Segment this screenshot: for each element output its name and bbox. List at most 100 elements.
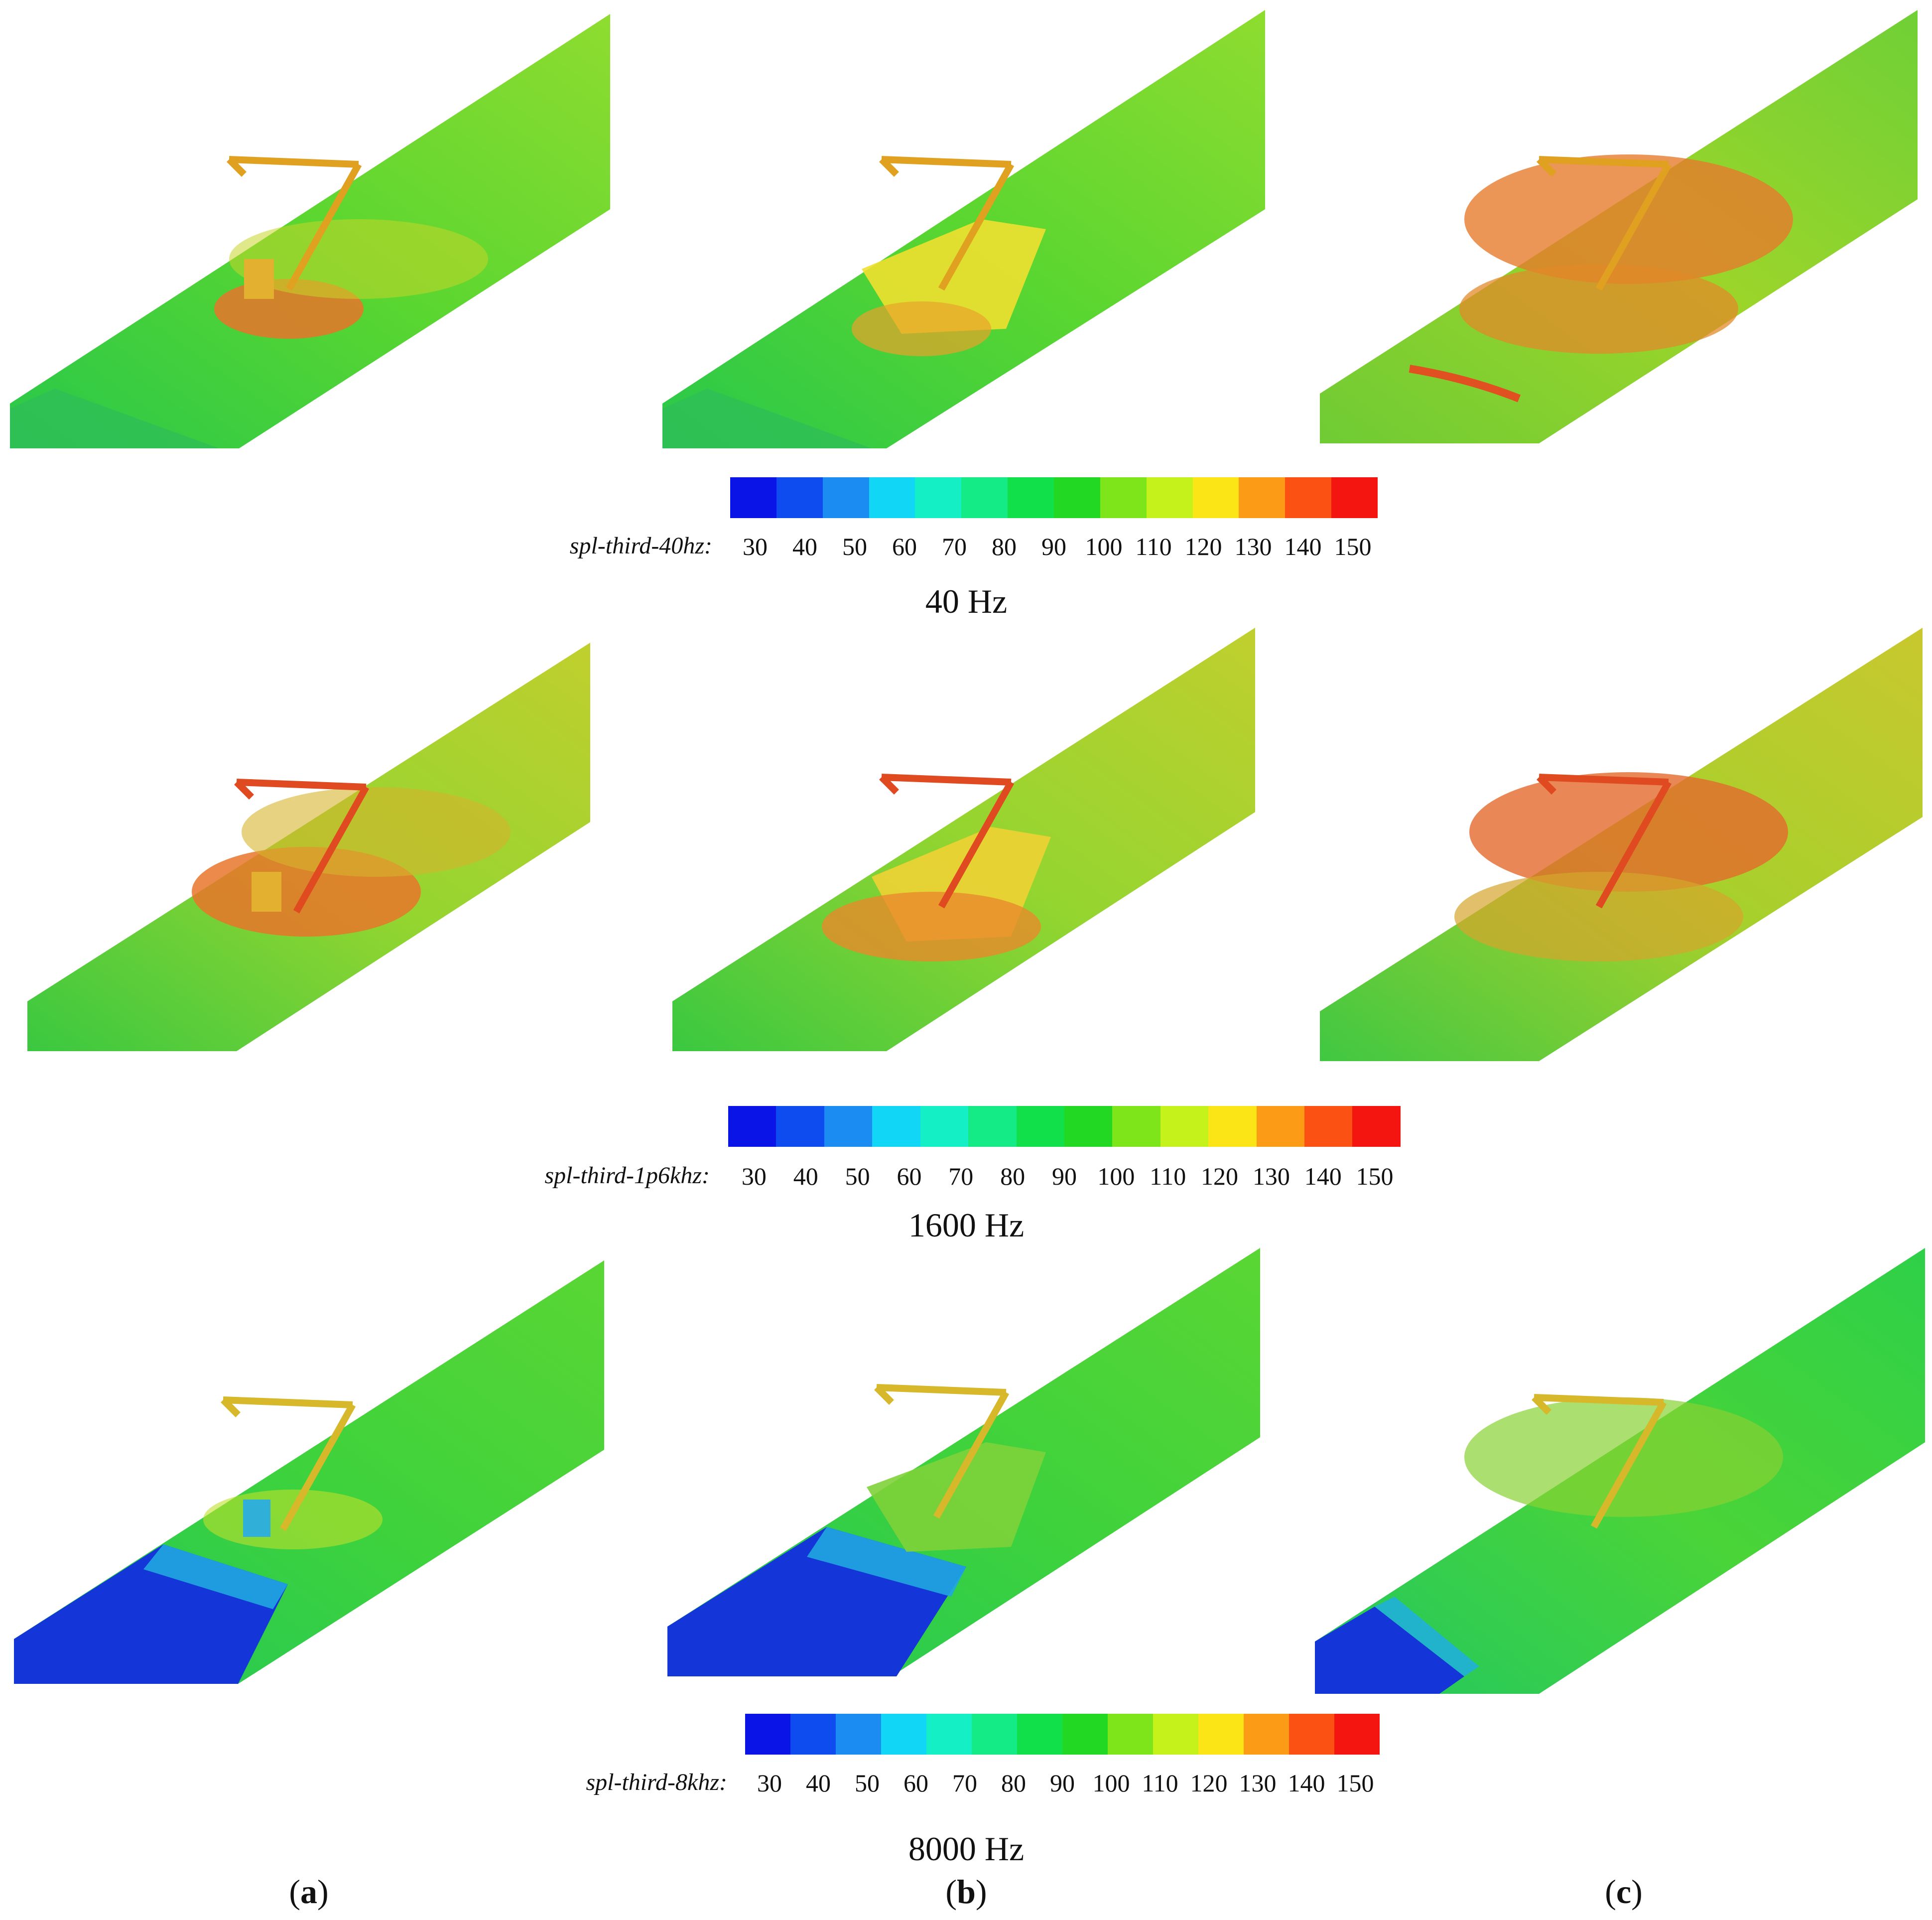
- colorbar-swatch: [1239, 477, 1286, 518]
- tick-label: 60: [892, 533, 917, 560]
- tick-label: 150: [1336, 1769, 1374, 1797]
- tick-label: 140: [1284, 533, 1322, 560]
- tick-label: 140: [1304, 1162, 1342, 1190]
- tick-label: 70: [948, 1162, 974, 1190]
- subfigure-label-a: (a): [289, 1873, 329, 1911]
- frequency-label-40hz: 40 Hz: [925, 582, 1008, 620]
- colorbar-swatch: [728, 1106, 776, 1147]
- colorbar-ticks: 30 40 50 60 70 80 90 100 110 120 130 140…: [730, 532, 1378, 561]
- colorbar-swatch: [776, 477, 823, 518]
- panel-8000hz-b: [667, 1248, 1265, 1681]
- tick-label: 120: [1201, 1162, 1239, 1190]
- colorbar-8000hz: [745, 1714, 1380, 1755]
- colorbar-swatch: [1244, 1714, 1289, 1755]
- tick-label: 120: [1190, 1769, 1228, 1797]
- colorbar-variable-label: spl-third-40hz:: [569, 533, 712, 559]
- colorbar-swatch: [836, 1714, 881, 1755]
- tick-label: 50: [845, 1162, 870, 1190]
- tick-label: 30: [743, 533, 768, 560]
- tick-label: 50: [842, 533, 867, 560]
- tick-label: 30: [741, 1162, 767, 1190]
- tick-label: 140: [1288, 1769, 1325, 1797]
- colorbar-swatch: [920, 1106, 969, 1147]
- tick-label: 60: [897, 1162, 922, 1190]
- colorbar-swatch: [1146, 477, 1193, 518]
- colorbar-swatch: [968, 1106, 1017, 1147]
- tick-label: 130: [1239, 1769, 1277, 1797]
- colorbar-swatch: [872, 1106, 920, 1147]
- tick-label: 100: [1097, 1162, 1135, 1190]
- tick-label: 90: [1051, 1162, 1077, 1190]
- tick-label: 90: [1041, 533, 1066, 560]
- colorbar-swatch: [1112, 1106, 1160, 1147]
- colorbar-swatch: [926, 1714, 972, 1755]
- colorbar-swatch: [1108, 1714, 1153, 1755]
- colorbar-swatch: [1054, 477, 1100, 518]
- colorbar-swatch: [822, 477, 869, 518]
- colorbar-swatch: [1153, 1714, 1198, 1755]
- colorbar-ticks: 30 40 50 60 70 80 90 100 110 120 130 140…: [728, 1162, 1401, 1191]
- subfigure-label-b: (b): [945, 1873, 987, 1911]
- colorbar-swatch: [1304, 1106, 1353, 1147]
- tick-label: 50: [855, 1769, 880, 1797]
- tick-label: 100: [1085, 533, 1123, 560]
- colorbar-swatch: [1256, 1106, 1305, 1147]
- colorbar-swatch: [1062, 1714, 1108, 1755]
- colorbar-swatch: [869, 477, 915, 518]
- colorbar-ticks: 30 40 50 60 70 80 90 100 110 120 130 140…: [745, 1769, 1380, 1797]
- colorbar-swatch: [745, 1714, 790, 1755]
- colorbar-1600hz: [728, 1106, 1401, 1147]
- colorbar-40hz: [730, 477, 1378, 518]
- panel-8000hz-a: [14, 1260, 607, 1689]
- tick-label: 40: [792, 533, 817, 560]
- panel-1600hz-a: [27, 643, 600, 1056]
- tick-label: 90: [1050, 1769, 1075, 1797]
- colorbar-swatch: [776, 1106, 824, 1147]
- colorbar-swatch: [915, 477, 962, 518]
- tick-label: 80: [992, 533, 1017, 560]
- colorbar-variable-label: spl-third-1p6khz:: [544, 1162, 710, 1189]
- frequency-label-1600hz: 1600 Hz: [908, 1206, 1025, 1244]
- tick-label: 110: [1135, 533, 1172, 560]
- tick-label: 110: [1142, 1769, 1178, 1797]
- colorbar-variable-label: spl-third-8khz:: [586, 1769, 727, 1795]
- tick-label: 60: [903, 1769, 928, 1797]
- tick-label: 110: [1150, 1162, 1186, 1190]
- colorbar-swatch: [1331, 477, 1378, 518]
- colorbar-swatch: [1016, 1106, 1064, 1147]
- tick-label: 150: [1356, 1162, 1394, 1190]
- colorbar-swatch: [1352, 1106, 1401, 1147]
- tick-label: 130: [1252, 1162, 1290, 1190]
- subfigure-label-c: (c): [1605, 1873, 1643, 1911]
- colorbar-swatch: [1008, 477, 1054, 518]
- colorbar-swatch: [730, 477, 776, 518]
- colorbar-swatch: [1100, 477, 1147, 518]
- colorbar-swatch: [1160, 1106, 1209, 1147]
- frequency-label-8000hz: 8000 Hz: [908, 1830, 1025, 1868]
- panel-1600hz-b: [672, 628, 1260, 1056]
- colorbar-swatch: [824, 1106, 873, 1147]
- panel-40hz-b: [662, 10, 1280, 453]
- colorbar-swatch: [790, 1714, 836, 1755]
- tick-label: 120: [1184, 533, 1222, 560]
- panel-8000hz-c: [1315, 1248, 1928, 1696]
- colorbar-swatch: [1208, 1106, 1257, 1147]
- panel-40hz-a: [10, 10, 628, 453]
- panel-1600hz-c: [1320, 628, 1928, 1066]
- colorbar-swatch: [1198, 1714, 1244, 1755]
- tick-label: 150: [1334, 533, 1372, 560]
- panel-40hz-c: [1320, 10, 1928, 448]
- tick-label: 70: [942, 533, 967, 560]
- colorbar-swatch: [1064, 1106, 1113, 1147]
- colorbar-swatch: [1289, 1714, 1334, 1755]
- tick-label: 70: [952, 1769, 977, 1797]
- tick-label: 100: [1092, 1769, 1130, 1797]
- tick-label: 80: [1001, 1769, 1026, 1797]
- tick-label: 30: [757, 1769, 782, 1797]
- tick-label: 80: [1000, 1162, 1026, 1190]
- colorbar-swatch: [961, 477, 1008, 518]
- tick-label: 130: [1234, 533, 1272, 560]
- tick-label: 40: [806, 1769, 831, 1797]
- colorbar-swatch: [1334, 1714, 1380, 1755]
- colorbar-swatch: [1285, 477, 1332, 518]
